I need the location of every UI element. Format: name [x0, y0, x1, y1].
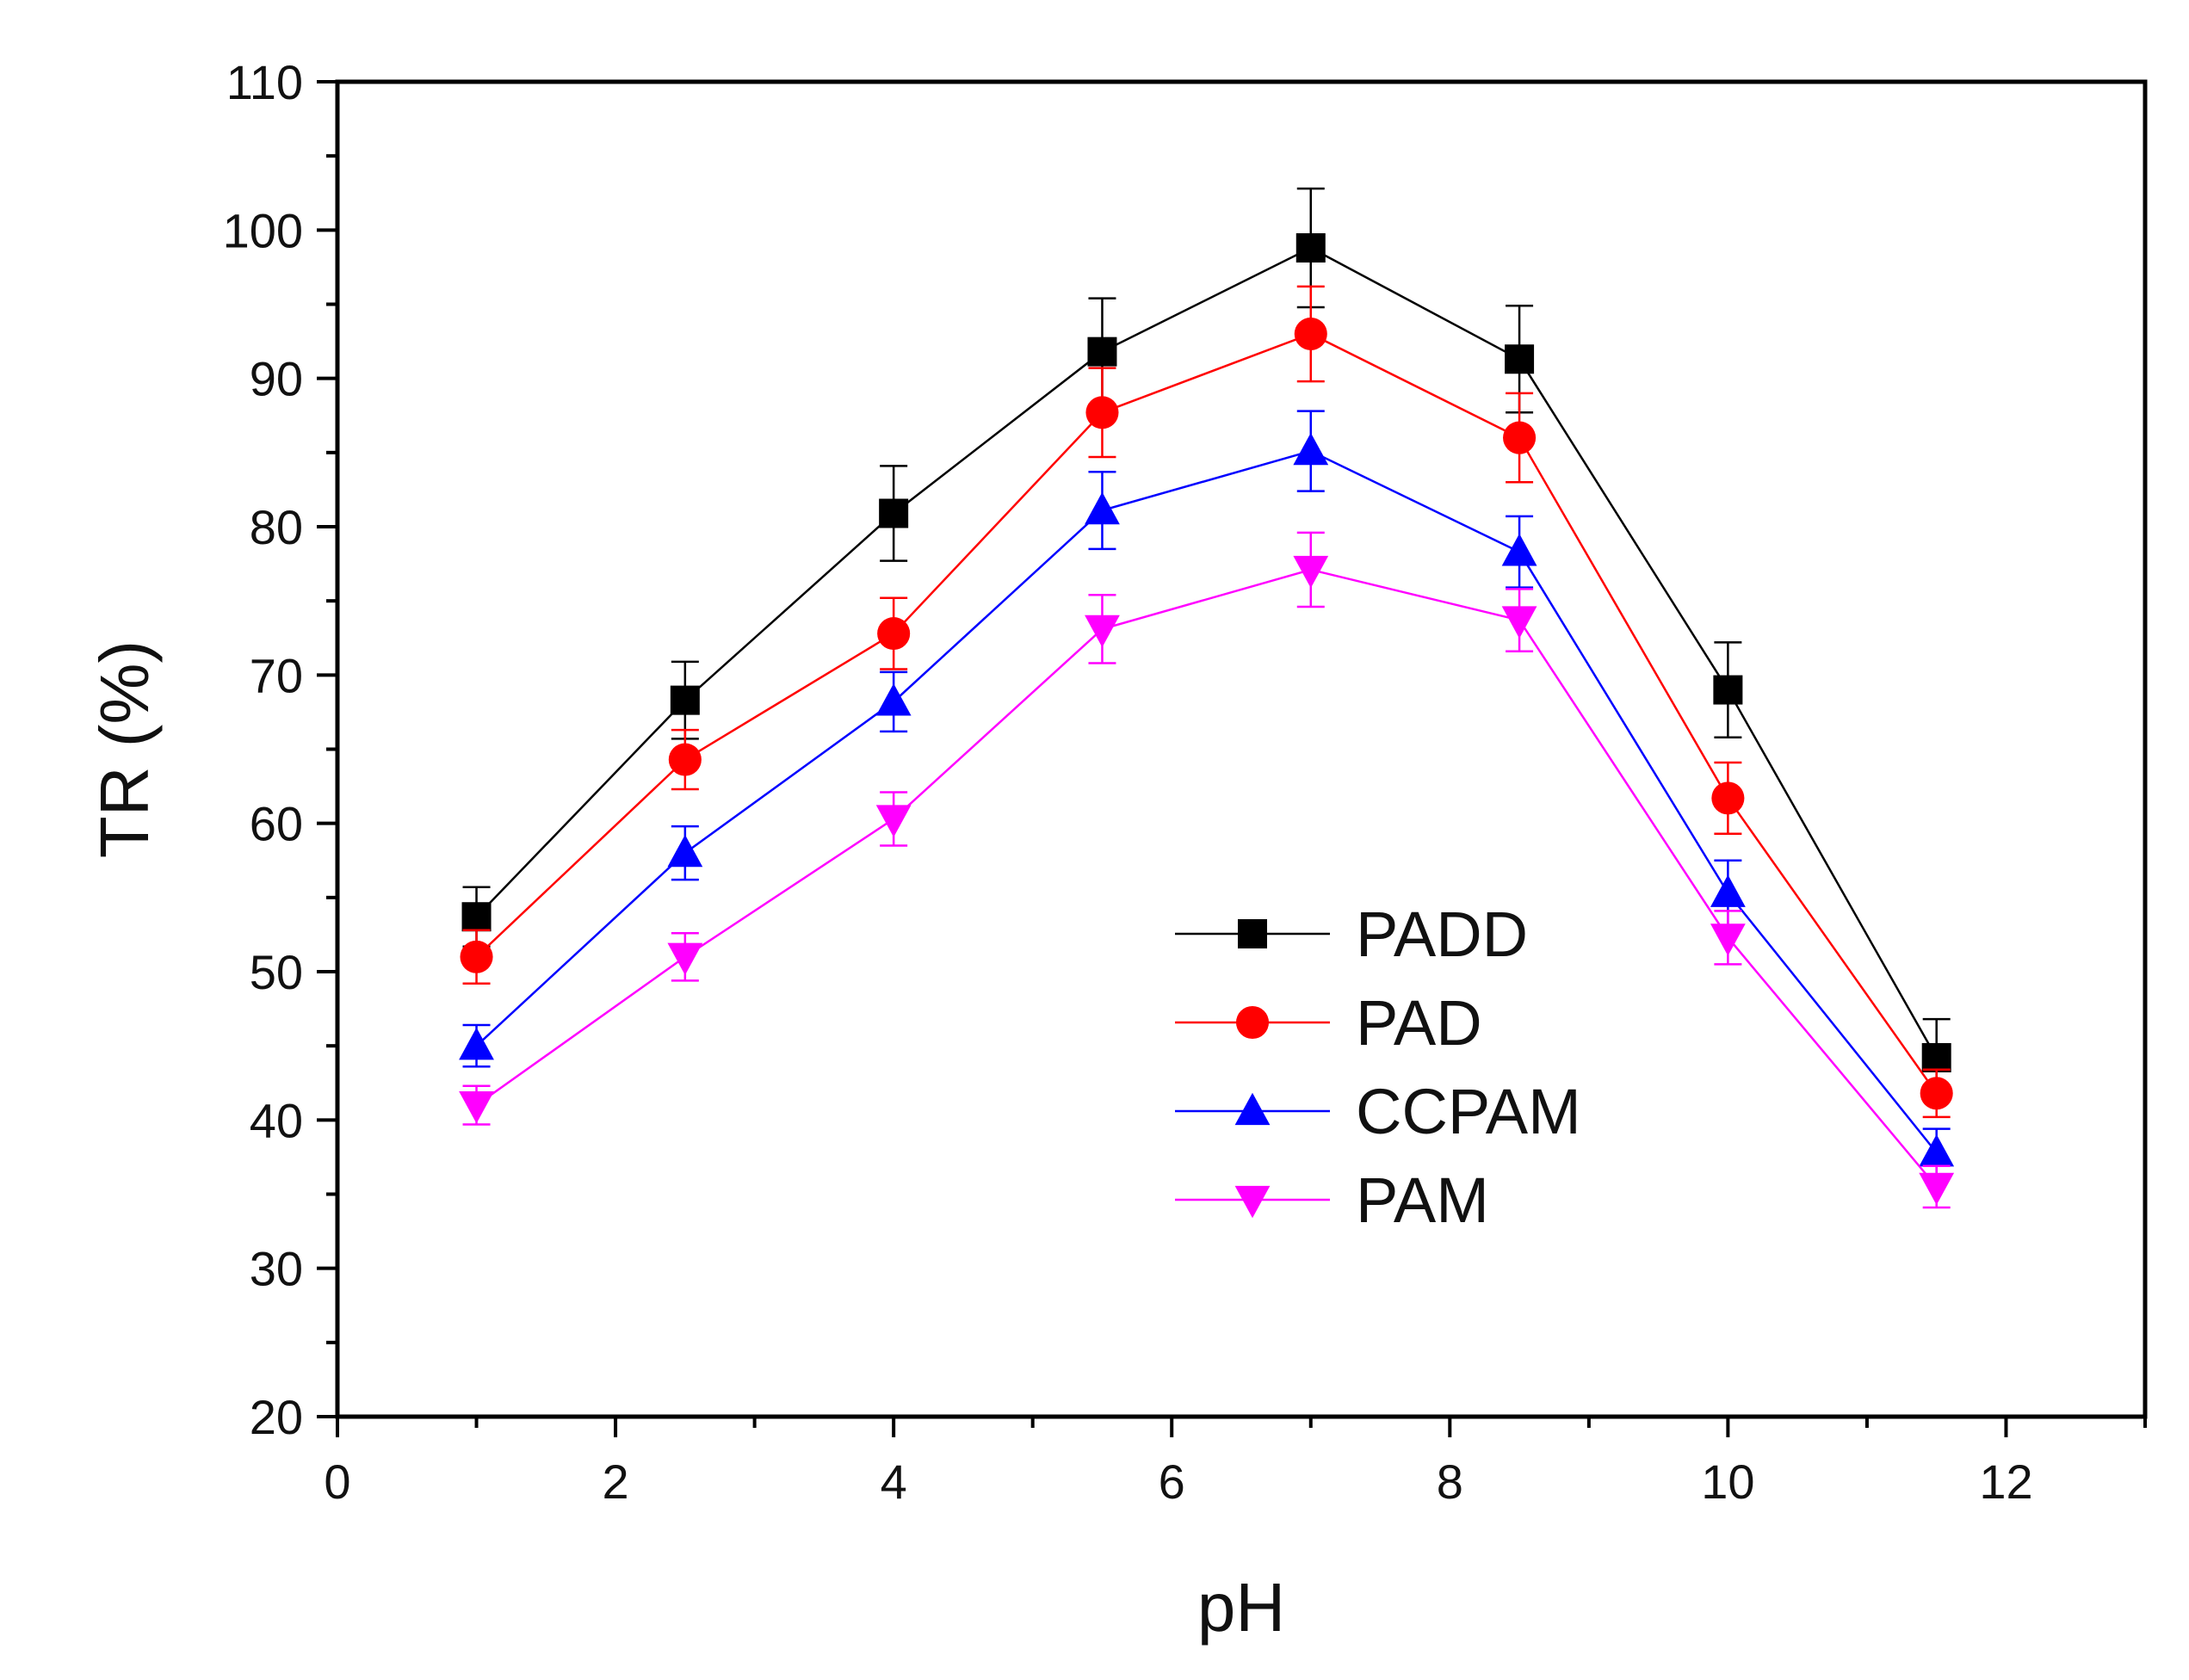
x-tick-label: 4: [881, 1455, 907, 1509]
y-tick-label: 50: [250, 945, 303, 999]
data-point-padd: [1505, 344, 1535, 374]
y-tick-label: 80: [250, 500, 303, 554]
legend-label-padd: PADD: [1356, 899, 1528, 970]
data-point-pad: [1711, 781, 1745, 815]
series-line-pam: [475, 568, 1938, 1188]
legend-marker-pam: [1234, 1185, 1271, 1219]
x-tick-label: 10: [1701, 1455, 1754, 1509]
series-line-ccpam: [475, 449, 1938, 1154]
data-point-padd: [461, 902, 492, 932]
y-tick-label: 20: [250, 1390, 303, 1444]
data-point-padd: [1295, 233, 1326, 263]
legend-item-pam: PAM: [1175, 1164, 1489, 1236]
y-tick-label: 70: [250, 648, 303, 702]
data-point-padd: [1087, 337, 1117, 367]
data-point-pam: [1919, 1172, 1955, 1206]
y-tick-label: 60: [250, 797, 303, 851]
legend-item-ccpam: CCPAM: [1175, 1076, 1581, 1147]
data-point-padd: [879, 498, 909, 528]
data-point-ccpam: [459, 1027, 494, 1060]
series-layer: [459, 187, 1955, 1209]
x-tick-label: 2: [602, 1455, 628, 1509]
legend-label-ccpam: CCPAM: [1356, 1076, 1581, 1147]
series-pad: [460, 285, 1953, 1119]
series-pam: [459, 531, 1955, 1209]
series-ccpam: [459, 410, 1955, 1178]
x-tick-label: 8: [1437, 1455, 1463, 1509]
data-point-ccpam: [875, 683, 912, 716]
data-point-pam: [1501, 606, 1537, 639]
legend-label-pam: PAM: [1356, 1164, 1489, 1236]
data-point-padd: [670, 685, 700, 715]
data-point-pam: [1710, 923, 1746, 956]
data-point-pad: [1085, 396, 1119, 429]
data-point-ccpam: [667, 834, 703, 868]
y-axis-title: TR (%): [86, 640, 163, 858]
legend-marker-pad: [1235, 1005, 1270, 1040]
x-axis-title: pH: [1197, 1569, 1285, 1646]
data-point-ccpam: [1501, 534, 1537, 566]
data-point-pam: [1293, 555, 1329, 589]
y-tick-label: 90: [250, 352, 303, 406]
series-line-padd: [475, 246, 1938, 1059]
data-point-pad: [877, 617, 911, 651]
data-point-ccpam: [1710, 874, 1746, 907]
series-padd: [461, 187, 1951, 1098]
y-tick-label: 100: [223, 203, 303, 257]
x-tick-label: 0: [324, 1455, 350, 1509]
data-point-pad: [1503, 421, 1537, 454]
data-point-pam: [1085, 615, 1120, 648]
plot-frame: [335, 79, 2148, 1419]
y-tick-label: 30: [250, 1242, 303, 1296]
y-tick-label: 40: [250, 1093, 303, 1147]
legend-marker-padd: [1238, 919, 1267, 948]
data-point-pam: [875, 805, 912, 837]
axes-layer: 0 2 4 6 8 10 12 20 30 40 50 60 70 80 90 100 110: [223, 55, 2147, 1509]
data-point-pam: [667, 942, 703, 976]
data-point-padd: [1921, 1042, 1951, 1072]
data-point-ccpam: [1085, 491, 1120, 525]
data-point-pad: [668, 743, 702, 776]
data-point-pad: [460, 940, 493, 973]
legend-item-pad: PAD: [1175, 987, 1482, 1059]
legend-label-pad: PAD: [1356, 987, 1482, 1059]
x-tick-label: 6: [1159, 1455, 1185, 1509]
data-point-padd: [1713, 675, 1743, 705]
x-tick-label: 12: [1979, 1455, 2032, 1509]
data-point-ccpam: [1919, 1133, 1955, 1167]
data-point-pad: [1294, 317, 1327, 351]
legend-marker-ccpam: [1234, 1092, 1271, 1126]
legend-item-padd: PADD: [1175, 899, 1528, 970]
legend: PADD PAD CCPAM PAM: [1175, 899, 1581, 1236]
y-tick-label: 110: [226, 55, 303, 109]
data-point-ccpam: [1293, 432, 1329, 466]
data-point-pam: [459, 1090, 494, 1124]
data-point-pad: [1920, 1077, 1953, 1110]
series-line-pad: [475, 332, 1938, 1095]
